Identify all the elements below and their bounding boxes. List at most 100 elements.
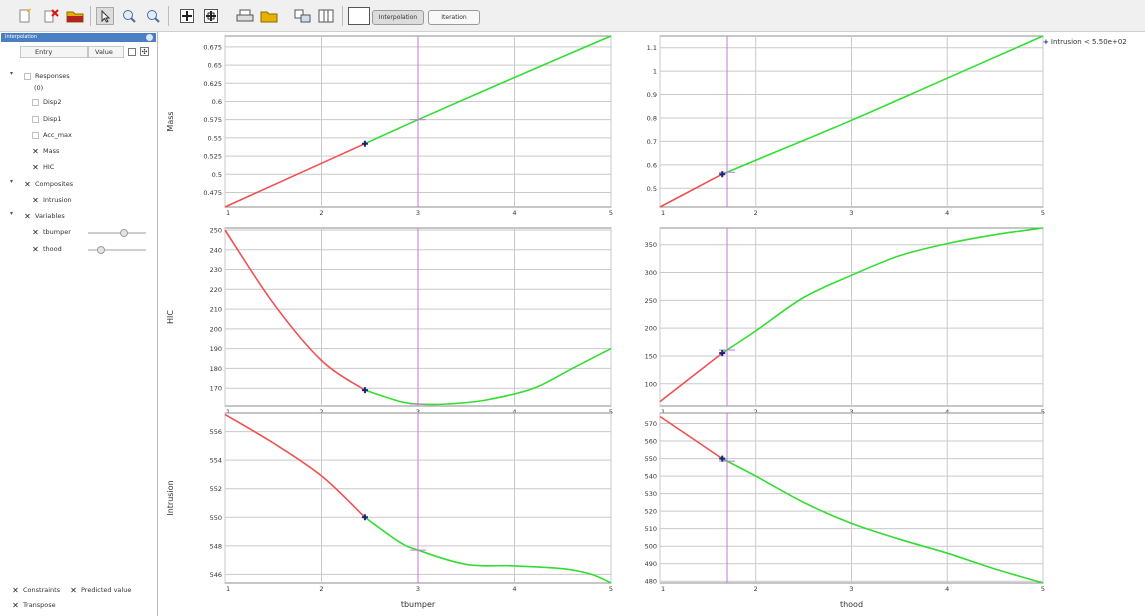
new-file-icon[interactable] xyxy=(16,7,34,25)
responses-checkbox[interactable] xyxy=(24,72,31,80)
responses-group[interactable]: ▾ Responses xyxy=(10,70,70,82)
transpose-label: Transpose xyxy=(23,601,56,609)
design-point-marker[interactable] xyxy=(361,140,368,147)
response-item-acc-max[interactable]: Acc_max xyxy=(32,129,72,141)
expand-icon[interactable]: ▾ xyxy=(10,178,14,185)
predicted-value-option[interactable]: ✕ Predicted value xyxy=(70,585,131,595)
y-tick-label: 230 xyxy=(210,266,222,274)
open-folder-icon[interactable] xyxy=(66,7,84,25)
y-tick-label: 100 xyxy=(645,380,657,388)
constraints-option[interactable]: ✕ Constraints xyxy=(12,585,60,595)
zoom-out-icon[interactable] xyxy=(144,7,162,25)
design-point-marker[interactable] xyxy=(361,387,368,394)
export-icon[interactable] xyxy=(294,7,312,25)
point-marker-icon: + xyxy=(1043,38,1049,46)
thood-slider-handle[interactable] xyxy=(97,246,105,254)
plot-panel-2-1[interactable]: 480 490 500 510 520 530 540 550 560 570 1 2 3 4 5 thood xyxy=(645,412,1045,609)
plot-intrusion-2-0[interactable]: 546 548 550 552 554 556 1 2 3 4 5 Intrusion tbumper xyxy=(166,412,613,609)
variables-group[interactable]: ▾ ✕ Variables xyxy=(10,210,65,222)
y-tick-label: 554 xyxy=(210,457,222,465)
plot-panel-0-1[interactable]: 0.5 0.6 0.7 0.8 0.9 1 1.1 1 2 3 4 5 xyxy=(647,35,1045,217)
interpolation-mode-button[interactable]: Interpolation xyxy=(372,10,424,25)
x-tick-label: 5 xyxy=(1041,408,1045,416)
intrusion-checkbox[interactable]: ✕ xyxy=(32,195,39,205)
sidebar-title-text: Interpolation xyxy=(5,34,37,40)
y-tick-label: 548 xyxy=(210,542,222,550)
design-point-marker[interactable] xyxy=(719,171,726,178)
disp2-checkbox[interactable] xyxy=(32,98,39,106)
design-point-marker[interactable] xyxy=(361,514,368,521)
mass-checkbox[interactable]: ✕ xyxy=(32,146,39,156)
entry-column-header[interactable]: Entry xyxy=(20,46,88,58)
x-tick-label: 4 xyxy=(945,408,949,416)
variable-item-thood[interactable]: ✕ thood xyxy=(32,243,152,255)
predicted-value-checkbox[interactable]: ✕ xyxy=(70,585,77,595)
plot-panel-1-1[interactable]: 100 150 200 250 300 350 1 2 3 4 5 xyxy=(645,227,1045,416)
iteration-mode-button[interactable]: Iteration xyxy=(428,10,480,25)
transpose-checkbox[interactable]: ✕ xyxy=(12,600,19,610)
x-tick-label: 1 xyxy=(226,408,230,416)
expand-icon[interactable]: ▾ xyxy=(10,210,14,217)
y-axis-label: HIC xyxy=(166,310,175,324)
response-item-hic[interactable]: ✕ HIC xyxy=(32,161,54,173)
fit-all-icon[interactable] xyxy=(202,7,220,25)
variable-item-tbumper[interactable]: ✕ tbumper xyxy=(32,226,152,238)
hic-checkbox[interactable]: ✕ xyxy=(32,162,39,172)
y-tick-label: 1.1 xyxy=(647,44,657,52)
composites-checkbox[interactable]: ✕ xyxy=(24,179,31,189)
close-icon[interactable] xyxy=(146,34,153,41)
plot-mass-0-0[interactable]: 0.475 0.5 0.525 0.55 0.575 0.6 0.625 0.65 0.675 1… xyxy=(166,35,613,217)
select-cursor-icon[interactable] xyxy=(96,7,114,25)
responses-count: (0) xyxy=(34,84,44,92)
blank-view-icon[interactable] xyxy=(348,7,370,25)
settings-icon[interactable]: ✣ xyxy=(140,47,149,56)
print-folder-icon[interactable] xyxy=(260,7,278,25)
zoom-in-icon[interactable] xyxy=(120,7,138,25)
y-tick-label: 480 xyxy=(645,578,657,586)
y-tick-label: 530 xyxy=(645,490,657,498)
legend: + Intrusion < 5.50e+02 xyxy=(1043,38,1127,46)
columns-icon[interactable] xyxy=(318,7,336,25)
infeasible-curve xyxy=(224,229,366,391)
composites-group[interactable]: ▾ ✕ Composites xyxy=(10,178,73,190)
thood-slider[interactable] xyxy=(88,246,146,254)
tbumper-label: tbumper xyxy=(43,228,71,236)
delete-icon[interactable] xyxy=(42,7,60,25)
tbumper-checkbox[interactable]: ✕ xyxy=(32,227,39,237)
x-tick-label: 1 xyxy=(226,209,230,217)
constraints-label: Constraints xyxy=(23,586,61,594)
variables-checkbox[interactable]: ✕ xyxy=(24,211,31,221)
value-column-header[interactable]: Value xyxy=(88,46,124,58)
transpose-option[interactable]: ✕ Transpose xyxy=(12,600,56,610)
acc-max-checkbox[interactable] xyxy=(32,131,39,139)
design-point-marker[interactable] xyxy=(719,350,726,357)
design-point-marker[interactable] xyxy=(719,455,726,462)
thood-checkbox[interactable]: ✕ xyxy=(32,244,39,254)
tbumper-slider[interactable] xyxy=(88,229,146,237)
x-axis-label: thood xyxy=(840,600,863,609)
x-tick-label: 3 xyxy=(416,408,420,416)
filter-icon[interactable] xyxy=(128,48,136,56)
y-tick-label: 0.575 xyxy=(203,116,222,124)
mass-label: Mass xyxy=(43,147,60,155)
x-tick-label: 5 xyxy=(1041,209,1045,217)
y-tick-label: 0.6 xyxy=(212,98,222,106)
response-item-disp1[interactable]: Disp1 xyxy=(32,113,61,125)
acc-max-label: Acc_max xyxy=(43,131,72,139)
x-tick-label: 4 xyxy=(512,408,516,416)
intrusion-label: Intrusion xyxy=(43,196,72,204)
response-item-mass[interactable]: ✕ Mass xyxy=(32,145,59,157)
response-item-disp2[interactable]: Disp2 xyxy=(32,96,61,108)
fit-view-icon[interactable] xyxy=(178,7,196,25)
tbumper-slider-handle[interactable] xyxy=(120,229,128,237)
print-icon[interactable] xyxy=(236,7,254,25)
toolbar-separator xyxy=(90,6,91,26)
disp1-checkbox[interactable] xyxy=(32,115,39,123)
plot-hic-1-0[interactable]: 170 180 190 200 210 220 230 240 250 1 2 3 4 5 HIC xyxy=(166,226,613,416)
expand-icon[interactable]: ▾ xyxy=(10,70,14,77)
y-tick-label: 250 xyxy=(210,226,222,234)
constraints-checkbox[interactable]: ✕ xyxy=(12,585,19,595)
y-tick-label: 200 xyxy=(210,325,222,333)
composite-item-intrusion[interactable]: ✕ Intrusion xyxy=(32,194,72,206)
x-tick-label: 5 xyxy=(609,209,613,217)
